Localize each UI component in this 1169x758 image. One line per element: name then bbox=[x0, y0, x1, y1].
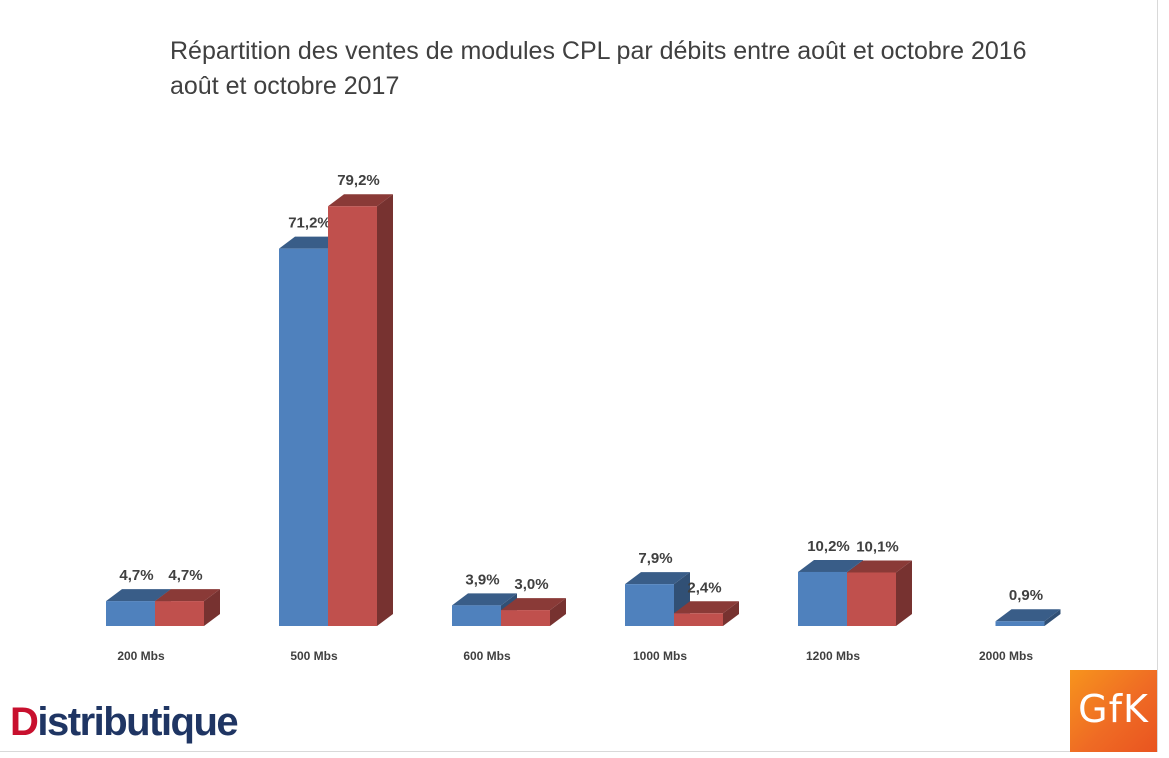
chart-title: Répartition des ventes de modules CPL pa… bbox=[170, 34, 1130, 104]
x-tick-label: 2000 Mbs bbox=[979, 649, 1033, 663]
chart-title-line-1: Répartition des ventes de modules CPL pa… bbox=[170, 37, 1027, 65]
data-label: 4,7% bbox=[119, 567, 153, 584]
bar bbox=[625, 584, 674, 626]
bar-top bbox=[452, 593, 517, 606]
bar bbox=[674, 613, 723, 626]
bar bbox=[798, 571, 847, 626]
x-tick-label: 1000 Mbs bbox=[633, 649, 687, 663]
bar-top bbox=[328, 194, 393, 207]
logo-letter-d: D bbox=[10, 700, 39, 744]
data-label: 3,0% bbox=[514, 576, 548, 593]
bar bbox=[279, 248, 328, 626]
bar-side bbox=[896, 560, 912, 626]
bar bbox=[328, 206, 377, 627]
bar-top bbox=[674, 601, 739, 614]
data-label: 2,4% bbox=[687, 579, 721, 596]
x-tick-label: 500 Mbs bbox=[290, 649, 338, 663]
bar bbox=[847, 572, 896, 626]
bar-top bbox=[155, 589, 220, 602]
x-tick-label: 600 Mbs bbox=[463, 649, 511, 663]
bar-top bbox=[501, 598, 566, 611]
data-label: 0,9% bbox=[1009, 587, 1043, 604]
bar-top bbox=[625, 572, 690, 585]
gfk-logo: GfK bbox=[1070, 670, 1157, 752]
distributique-logo: Distributique bbox=[10, 698, 239, 746]
bar bbox=[155, 601, 204, 626]
bar-side bbox=[1044, 609, 1061, 626]
bar-top bbox=[798, 559, 863, 572]
data-label: 10,1% bbox=[856, 538, 899, 555]
data-label: 79,2% bbox=[337, 172, 380, 189]
bar bbox=[106, 601, 155, 626]
x-tick-label: 200 Mbs bbox=[117, 649, 165, 663]
bar-top bbox=[847, 560, 912, 573]
gfk-logo-text: GfK bbox=[1078, 687, 1149, 731]
bar-side bbox=[723, 601, 739, 626]
data-label: 10,2% bbox=[807, 538, 850, 555]
bar-side bbox=[204, 589, 220, 626]
x-tick-label: 1200 Mbs bbox=[806, 649, 860, 663]
bar-side bbox=[377, 194, 393, 627]
data-label: 4,7% bbox=[168, 567, 202, 584]
bar-top bbox=[279, 236, 344, 249]
bar-top bbox=[995, 609, 1061, 622]
logo-word: istributique bbox=[37, 700, 238, 744]
data-label: 71,2% bbox=[288, 215, 331, 232]
data-label: 3,9% bbox=[465, 571, 499, 588]
bar bbox=[452, 605, 501, 626]
data-label: 7,9% bbox=[638, 550, 672, 567]
chart-title-line-2: août et octobre 2017 bbox=[170, 72, 400, 100]
bar-top bbox=[106, 589, 171, 602]
bar bbox=[995, 621, 1045, 626]
bar bbox=[501, 610, 550, 626]
bar-side bbox=[550, 598, 566, 626]
